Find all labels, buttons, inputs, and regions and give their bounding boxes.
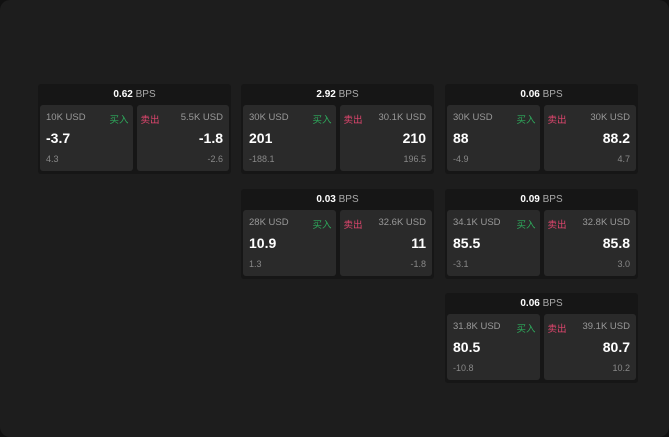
buy-tile[interactable]: 10K USD 买入 -3.7 4.3 bbox=[40, 105, 133, 171]
buy-quantity: 28K USD bbox=[249, 217, 289, 228]
sell-tile[interactable]: 卖出 32.6K USD 11 -1.8 bbox=[339, 210, 432, 276]
sell-label: 卖出 bbox=[343, 115, 363, 126]
spread-value: 2.92 bbox=[316, 89, 336, 100]
buy-change: 1.3 bbox=[249, 259, 262, 269]
quote-card: 0.03 BPS 28K USD 买入 10.9 1.3 卖出 32.6K US… bbox=[241, 189, 434, 279]
buy-price: -3.7 bbox=[46, 130, 71, 146]
quote-card: 0.62 BPS 10K USD 买入 -3.7 4.3 卖出 5.5K USD… bbox=[38, 84, 231, 174]
quote-card: 0.09 BPS 34.1K USD 买入 85.5 -3.1 卖出 32.8K… bbox=[445, 189, 638, 279]
buy-tile[interactable]: 28K USD 买入 10.9 1.3 bbox=[243, 210, 336, 276]
buy-label: 买入 bbox=[516, 220, 536, 231]
buy-label: 买入 bbox=[516, 115, 536, 126]
spread-header: 2.92 BPS bbox=[241, 84, 434, 105]
sell-change: 10.2 bbox=[612, 363, 630, 373]
sell-tile[interactable]: 卖出 30K USD 88.2 4.7 bbox=[543, 105, 636, 171]
buy-tile[interactable]: 30K USD 买入 88 -4.9 bbox=[447, 105, 540, 171]
spread-unit: BPS bbox=[338, 89, 359, 100]
sell-price: 85.8 bbox=[602, 235, 630, 251]
sell-tile[interactable]: 卖出 32.8K USD 85.8 3.0 bbox=[543, 210, 636, 276]
spread-unit: BPS bbox=[135, 89, 156, 100]
sell-tile[interactable]: 卖出 30.1K USD 210 196.5 bbox=[339, 105, 432, 171]
sell-label: 卖出 bbox=[343, 220, 363, 231]
quote-card: 0.06 BPS 31.8K USD 买入 80.5 -10.8 卖出 39.1… bbox=[445, 293, 638, 383]
spread-unit: BPS bbox=[542, 298, 563, 309]
buy-quantity: 31.8K USD bbox=[453, 321, 501, 332]
buy-quantity: 30K USD bbox=[453, 112, 493, 123]
sell-label: 卖出 bbox=[140, 115, 160, 126]
sell-price: 11 bbox=[411, 235, 426, 251]
sell-price: 210 bbox=[402, 130, 426, 146]
sell-change: 196.5 bbox=[403, 154, 426, 164]
spread-value: 0.03 bbox=[316, 194, 336, 205]
buy-label: 买入 bbox=[312, 115, 332, 126]
sell-quantity: 30.1K USD bbox=[378, 112, 426, 123]
sell-price: 80.7 bbox=[602, 339, 630, 355]
sell-tile[interactable]: 卖出 5.5K USD -1.8 -2.6 bbox=[136, 105, 229, 171]
buy-quantity: 30K USD bbox=[249, 112, 289, 123]
quote-card: 2.92 BPS 30K USD 买入 201 -188.1 卖出 30.1K … bbox=[241, 84, 434, 174]
sell-price: 88.2 bbox=[602, 130, 630, 146]
buy-change: -10.8 bbox=[453, 363, 474, 373]
sell-label: 卖出 bbox=[547, 220, 567, 231]
buy-tile[interactable]: 31.8K USD 买入 80.5 -10.8 bbox=[447, 314, 540, 380]
buy-tile[interactable]: 34.1K USD 买入 85.5 -3.1 bbox=[447, 210, 540, 276]
sell-change: -2.6 bbox=[207, 154, 223, 164]
spread-value: 0.62 bbox=[113, 89, 133, 100]
spread-header: 0.06 BPS bbox=[445, 293, 638, 314]
buy-price: 10.9 bbox=[249, 235, 277, 251]
sell-quantity: 5.5K USD bbox=[180, 112, 223, 123]
sell-quantity: 32.8K USD bbox=[582, 217, 630, 228]
buy-change: -4.9 bbox=[453, 154, 469, 164]
buy-change: -188.1 bbox=[249, 154, 275, 164]
sell-label: 卖出 bbox=[547, 324, 567, 335]
sell-quantity: 30K USD bbox=[590, 112, 630, 123]
sell-quantity: 39.1K USD bbox=[582, 321, 630, 332]
buy-change: -3.1 bbox=[453, 259, 469, 269]
spread-value: 0.09 bbox=[520, 194, 540, 205]
buy-label: 买入 bbox=[516, 324, 536, 335]
buy-price: 80.5 bbox=[453, 339, 481, 355]
buy-price: 201 bbox=[249, 130, 273, 146]
quote-card: 0.06 BPS 30K USD 买入 88 -4.9 卖出 30K USD 8… bbox=[445, 84, 638, 174]
sell-quantity: 32.6K USD bbox=[378, 217, 426, 228]
buy-price: 85.5 bbox=[453, 235, 481, 251]
spread-unit: BPS bbox=[338, 194, 359, 205]
sell-change: 4.7 bbox=[617, 154, 630, 164]
spread-unit: BPS bbox=[542, 89, 563, 100]
buy-quantity: 34.1K USD bbox=[453, 217, 501, 228]
sell-label: 卖出 bbox=[547, 115, 567, 126]
spread-header: 0.03 BPS bbox=[241, 189, 434, 210]
buy-tile[interactable]: 30K USD 买入 201 -188.1 bbox=[243, 105, 336, 171]
buy-quantity: 10K USD bbox=[46, 112, 86, 123]
buy-label: 买入 bbox=[109, 115, 129, 126]
sell-tile[interactable]: 卖出 39.1K USD 80.7 10.2 bbox=[543, 314, 636, 380]
spread-unit: BPS bbox=[542, 194, 563, 205]
buy-price: 88 bbox=[453, 130, 469, 146]
buy-label: 买入 bbox=[312, 220, 332, 231]
sell-change: -1.8 bbox=[410, 259, 426, 269]
sell-price: -1.8 bbox=[198, 130, 223, 146]
buy-change: 4.3 bbox=[46, 154, 59, 164]
spread-value: 0.06 bbox=[520, 89, 540, 100]
spread-header: 0.06 BPS bbox=[445, 84, 638, 105]
spread-header: 0.09 BPS bbox=[445, 189, 638, 210]
spread-value: 0.06 bbox=[520, 298, 540, 309]
spread-header: 0.62 BPS bbox=[38, 84, 231, 105]
sell-change: 3.0 bbox=[617, 259, 630, 269]
